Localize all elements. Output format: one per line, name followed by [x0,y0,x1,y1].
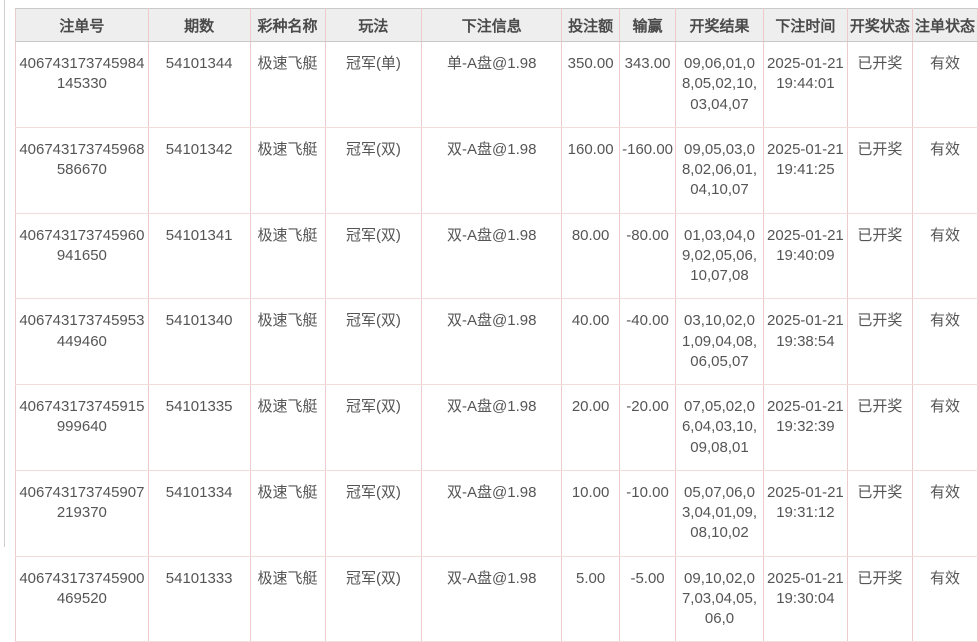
column-header-result: 开奖结果 [675,8,764,42]
cell-order_status: 有效 [911,470,978,557]
cell-draw_status: 已开奖 [846,213,913,300]
cell-win_loss: -160.00 [619,127,677,214]
cell-order_status: 有效 [911,127,978,214]
cell-order_no: 406743173745900469520 [15,556,149,642]
cell-period: 54101335 [147,384,251,471]
cell-lottery: 极速飞艇 [249,298,326,385]
cell-win_loss: -20.00 [619,384,677,471]
cell-amount: 40.00 [561,298,621,385]
cell-lottery: 极速飞艇 [249,127,326,214]
cell-order_no: 406743173745960941650 [15,213,149,300]
cell-lottery: 极速飞艇 [249,470,326,557]
cell-bet_info: 双-A盘@1.98 [421,213,563,300]
cell-order_no: 406743173745968586670 [15,127,149,214]
cell-amount: 10.00 [561,470,621,557]
cell-result: 03,10,02,01,09,04,08,06,05,07 [675,298,764,385]
cell-bet_info: 双-A盘@1.98 [421,298,563,385]
cell-order_no: 406743173745984145330 [15,41,149,128]
cell-period: 54101333 [147,556,251,642]
cell-play: 冠军(双) [324,556,423,642]
cell-draw_status: 已开奖 [846,470,913,557]
cell-bet_time: 2025-01-21 19:31:12 [762,470,848,557]
column-header-order_no: 注单号 [15,8,149,42]
cell-bet_info: 双-A盘@1.98 [421,556,563,642]
column-header-period: 期数 [147,8,251,42]
cell-win_loss: -80.00 [619,213,677,300]
column-header-bet_info: 下注信息 [421,8,563,42]
cell-period: 54101344 [147,41,251,128]
table-row: 406743173745960941650 54101341 极速飞艇 冠军(双) 双-… [15,213,978,300]
cell-order_no: 406743173745907219370 [15,470,149,557]
cell-win_loss: -10.00 [619,470,677,557]
cell-bet_time: 2025-01-21 19:32:39 [762,384,848,471]
cell-bet_info: 双-A盘@1.98 [421,127,563,214]
table-row: 406743173745968586670 54101342 极速飞艇 冠军(双) 双-… [15,127,978,214]
column-header-lottery: 彩种名称 [249,8,326,42]
cell-order_status: 有效 [911,298,978,385]
table-body: 406743173745984145330 54101344 极速飞艇 冠军(单) 单-… [15,41,978,642]
cell-order_status: 有效 [911,384,978,471]
cell-result: 07,05,02,06,04,03,10,09,08,01 [675,384,764,471]
table-row: 406743173745984145330 54101344 极速飞艇 冠军(单) 单-… [15,41,978,128]
cell-bet_time: 2025-01-21 19:40:09 [762,213,848,300]
cell-draw_status: 已开奖 [846,556,913,642]
cell-win_loss: -5.00 [619,556,677,642]
cell-lottery: 极速飞艇 [249,213,326,300]
cell-order_no: 406743173745953449460 [15,298,149,385]
cell-play: 冠军(双) [324,384,423,471]
cell-period: 54101342 [147,127,251,214]
cell-order_status: 有效 [911,556,978,642]
column-header-amount: 投注额 [561,8,621,42]
cell-bet_info: 双-A盘@1.98 [421,384,563,471]
cell-play: 冠军(单) [324,41,423,128]
panel-left-edge [4,0,5,547]
column-header-play: 玩法 [324,8,423,42]
table-header-row: 注单号 期数 彩种名称 玩法 下注信息 投注额 输赢 开奖结果 下注时间 开奖状态 注单状态 [15,8,978,42]
bet-records-table: 注单号 期数 彩种名称 玩法 下注信息 投注额 输赢 开奖结果 下注时间 开奖状态 注单状态 406… [15,8,978,642]
cell-win_loss: 343.00 [619,41,677,128]
cell-win_loss: -40.00 [619,298,677,385]
cell-bet_time: 2025-01-21 19:38:54 [762,298,848,385]
cell-bet_time: 2025-01-21 19:41:25 [762,127,848,214]
cell-result: 05,07,06,03,04,01,09,08,10,02 [675,470,764,557]
cell-period: 54101341 [147,213,251,300]
table-row: 406743173745953449460 54101340 极速飞艇 冠军(双) 双-… [15,298,978,385]
cell-order_status: 有效 [911,41,978,128]
cell-period: 54101340 [147,298,251,385]
cell-amount: 160.00 [561,127,621,214]
cell-amount: 20.00 [561,384,621,471]
cell-amount: 5.00 [561,556,621,642]
cell-result: 01,03,04,09,02,05,06,10,07,08 [675,213,764,300]
cell-result: 09,06,01,08,05,02,10,03,04,07 [675,41,764,128]
table-row: 406743173745900469520 54101333 极速飞艇 冠军(双) 双-… [15,556,978,642]
table-row: 406743173745907219370 54101334 极速飞艇 冠军(双) 双-… [15,470,978,557]
cell-bet_time: 2025-01-21 19:30:04 [762,556,848,642]
cell-play: 冠军(双) [324,298,423,385]
cell-bet_info: 双-A盘@1.98 [421,470,563,557]
cell-lottery: 极速飞艇 [249,384,326,471]
cell-draw_status: 已开奖 [846,384,913,471]
cell-result: 09,10,02,07,03,04,05,06,0 [675,556,764,642]
cell-bet_info: 单-A盘@1.98 [421,41,563,128]
cell-order_no: 406743173745915999640 [15,384,149,471]
column-header-win_loss: 输赢 [619,8,677,42]
cell-play: 冠军(双) [324,470,423,557]
column-header-bet_time: 下注时间 [762,8,848,42]
cell-draw_status: 已开奖 [846,41,913,128]
cell-play: 冠军(双) [324,127,423,214]
cell-draw_status: 已开奖 [846,298,913,385]
cell-draw_status: 已开奖 [846,127,913,214]
column-header-draw_status: 开奖状态 [846,8,913,42]
cell-order_status: 有效 [911,213,978,300]
column-header-order_status: 注单状态 [911,8,978,42]
cell-bet_time: 2025-01-21 19:44:01 [762,41,848,128]
cell-period: 54101334 [147,470,251,557]
table-row: 406743173745915999640 54101335 极速飞艇 冠军(双) 双-… [15,384,978,471]
cell-amount: 80.00 [561,213,621,300]
cell-lottery: 极速飞艇 [249,556,326,642]
cell-result: 09,05,03,08,02,06,01,04,10,07 [675,127,764,214]
cell-play: 冠军(双) [324,213,423,300]
cell-amount: 350.00 [561,41,621,128]
cell-lottery: 极速飞艇 [249,41,326,128]
